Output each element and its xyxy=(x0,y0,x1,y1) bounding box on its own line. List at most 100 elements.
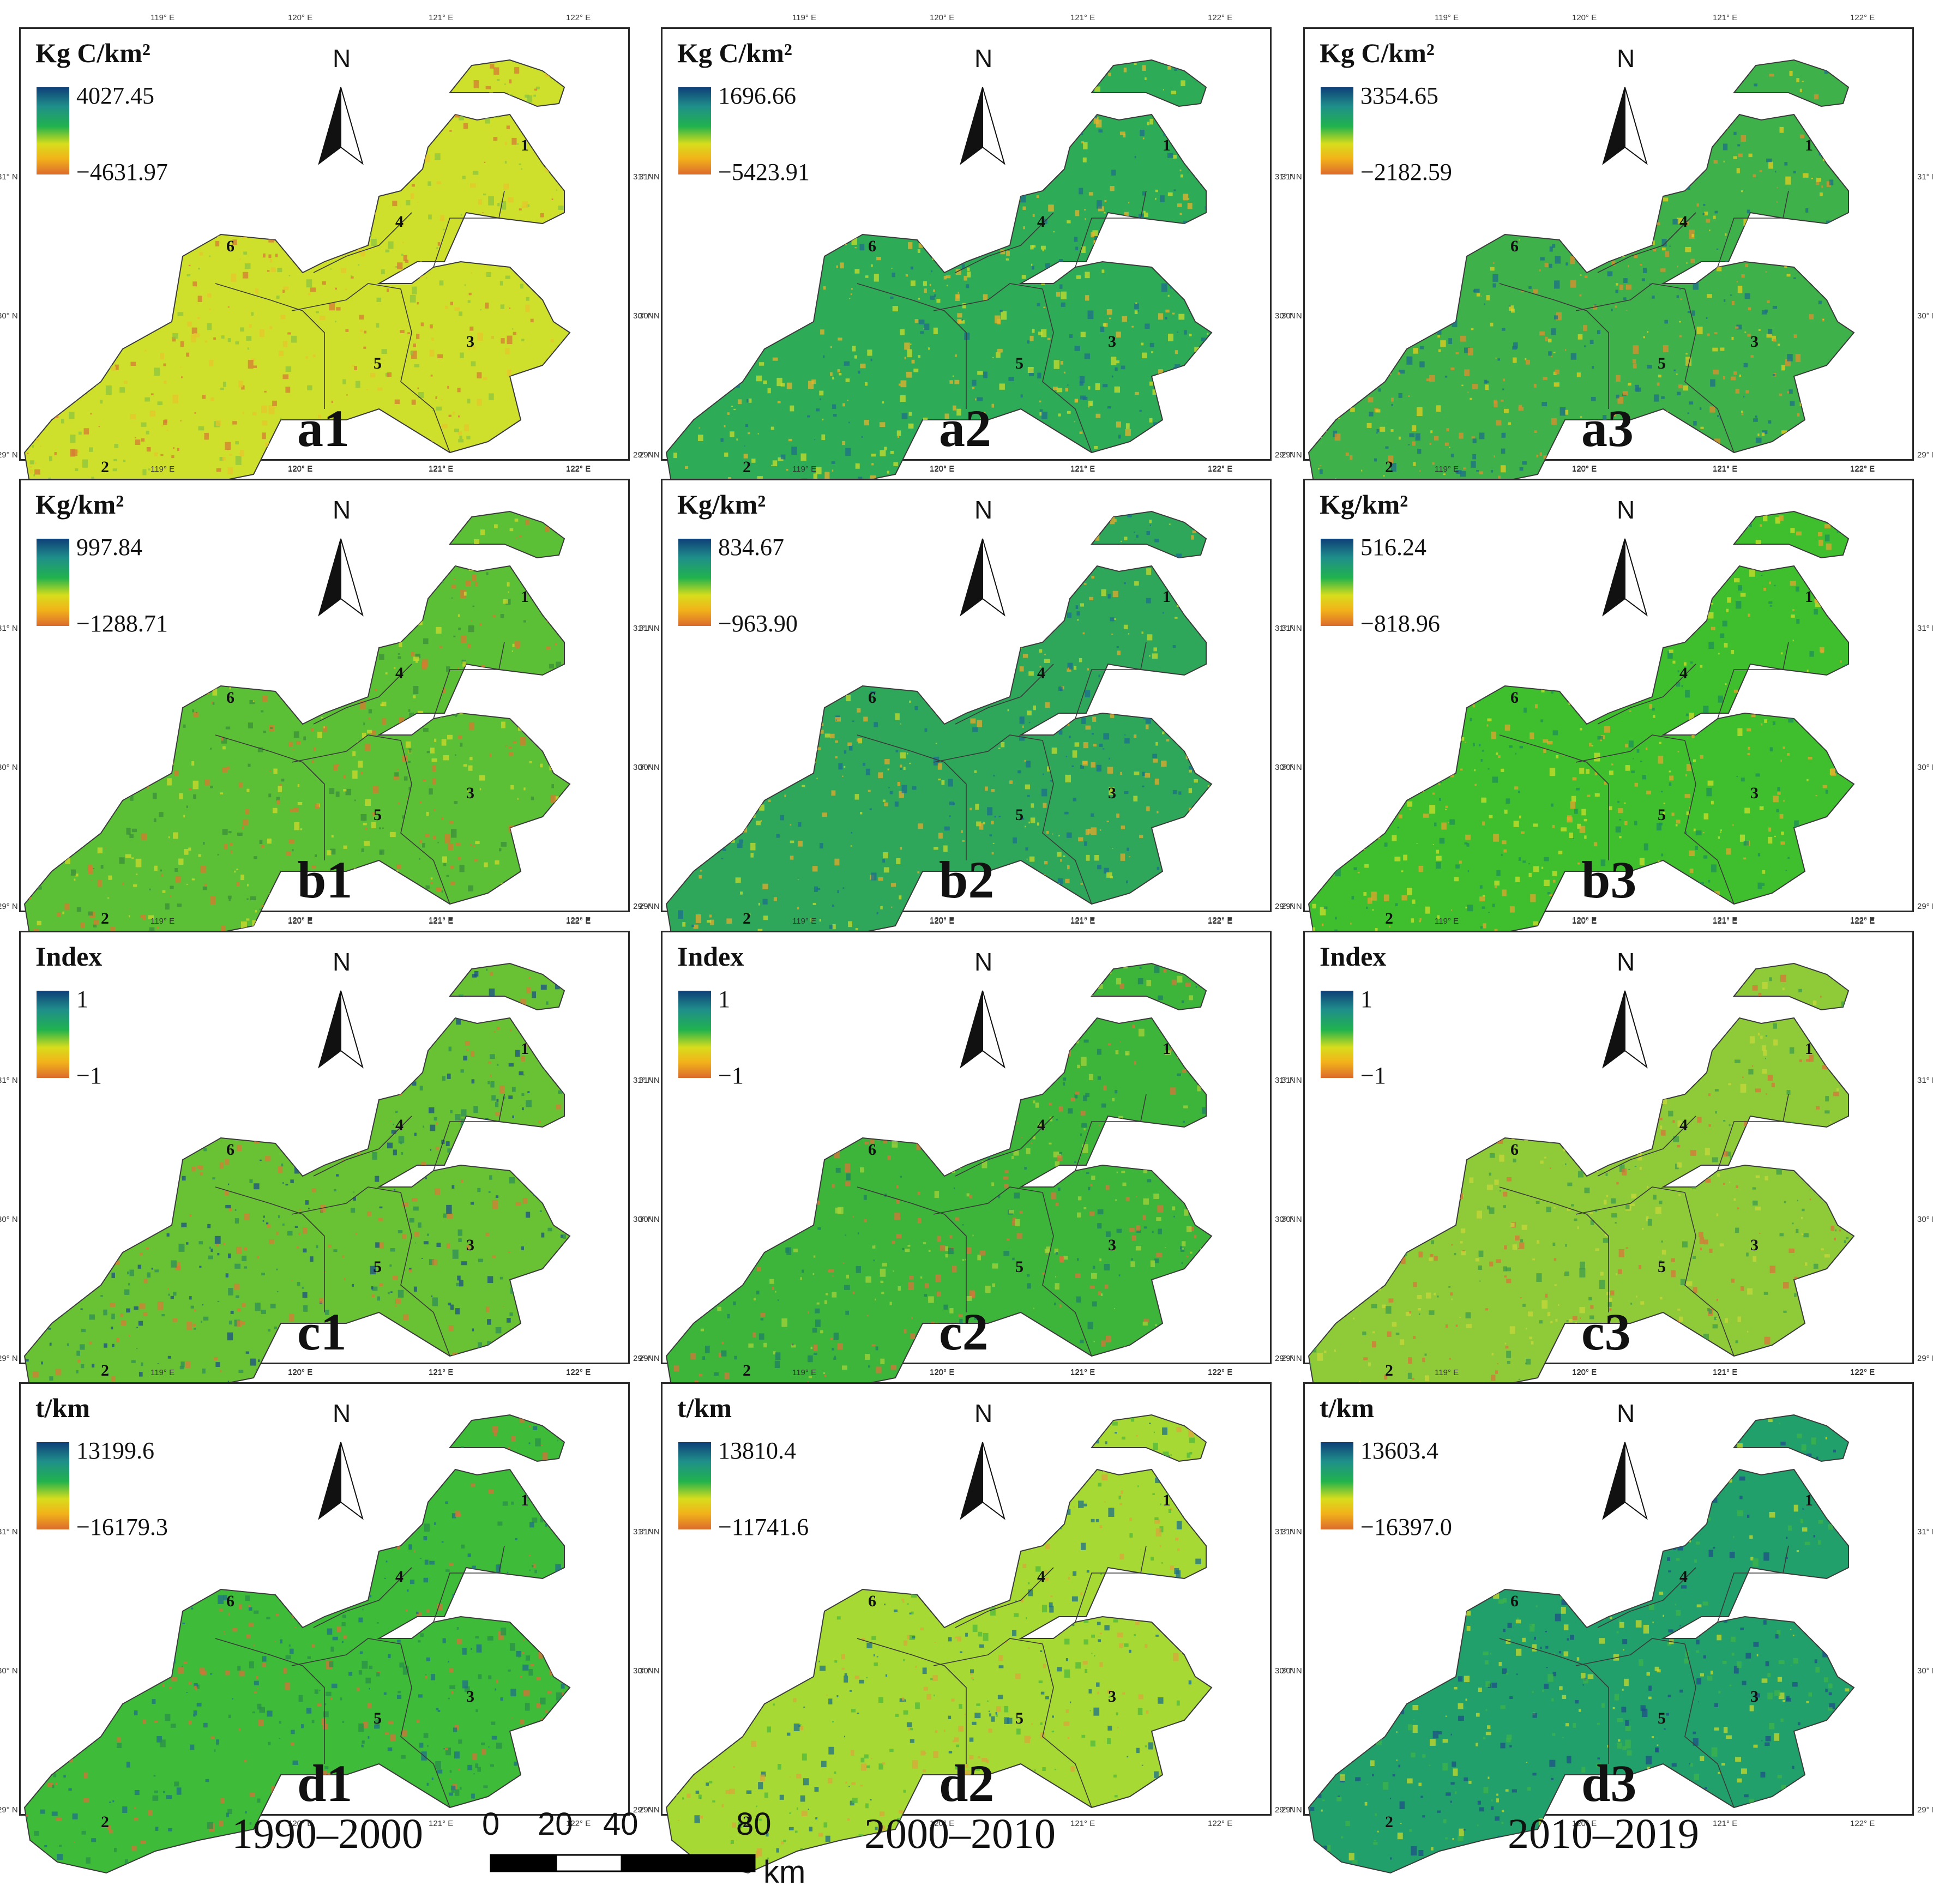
chongming-island-a3 xyxy=(1732,59,1850,107)
north-label: N xyxy=(974,948,993,976)
region-label-6: 6 xyxy=(1510,1592,1519,1610)
lon-tick-bottom-1: 120° E xyxy=(930,464,955,473)
north-arrow-icon xyxy=(1602,1442,1648,1520)
north-label: N xyxy=(974,496,993,524)
district-boundary-2 xyxy=(857,1186,967,1312)
region-label-4: 4 xyxy=(1679,1116,1688,1134)
lat-tick-left-2: 29° N xyxy=(639,1354,660,1363)
district-boundary-2 xyxy=(857,734,967,860)
lon-tick-top-0: 119° E xyxy=(792,917,817,926)
region-label-4: 4 xyxy=(395,1116,404,1134)
region-label-1: 1 xyxy=(1805,588,1813,606)
lat-tick-right-2: 29° N xyxy=(1275,1354,1296,1363)
region-label-5: 5 xyxy=(1658,354,1666,372)
district-boundary-0 xyxy=(291,734,401,763)
lat-tick-left-1: 30° N xyxy=(1281,1666,1302,1676)
district-boundary-2 xyxy=(1499,734,1609,860)
lon-tick-top-2: 121° E xyxy=(1713,465,1738,474)
legend-colorbar xyxy=(678,87,711,174)
lat-tick-left-0: 31° N xyxy=(639,1527,660,1537)
study-area-d3 xyxy=(1308,1468,1855,1874)
lon-tick-bottom-3: 122° E xyxy=(566,1367,591,1377)
legend-min-value: −16179.3 xyxy=(76,1514,168,1540)
chongming-island-d3 xyxy=(1732,1414,1850,1462)
lon-tick-top-3: 122° E xyxy=(1208,1368,1233,1377)
lat-tick-left-1: 30° N xyxy=(639,311,660,321)
lon-tick-top-1: 120° E xyxy=(930,465,955,474)
lon-tick-top-3: 122° E xyxy=(1208,917,1233,926)
legend-min-value: −1 xyxy=(1360,1062,1386,1089)
raster-map-b2 xyxy=(665,510,1213,971)
region-label-4: 4 xyxy=(1679,213,1688,231)
lon-tick-bottom-2: 121° E xyxy=(1070,1367,1095,1377)
lat-tick-right-1: 30° N xyxy=(633,1666,654,1676)
scale-bar-tick-80: 80 xyxy=(736,1806,772,1842)
panel-label: a1 xyxy=(297,399,350,457)
scale-bar-tick-0: 0 xyxy=(482,1806,500,1842)
district-boundary-4 xyxy=(955,1567,1054,1628)
chongming-island-a1 xyxy=(448,59,565,107)
map-panel-b2: 119° E 119° E 120° E 120° E 121° E 121° E 122°… xyxy=(639,465,1296,971)
north-arrow-icon xyxy=(960,1442,1005,1520)
district-boundary-1 xyxy=(433,1545,505,1623)
district-boundary-3 xyxy=(1684,288,1735,453)
panel-label: b1 xyxy=(297,851,353,909)
region-label-1: 1 xyxy=(1163,136,1171,154)
lat-tick-right-1: 30° N xyxy=(1917,1215,1933,1224)
lon-tick-bottom-3: 122° E xyxy=(1208,915,1233,925)
region-label-2: 2 xyxy=(1385,909,1393,927)
region-label-5: 5 xyxy=(1015,1709,1023,1727)
lat-tick-left-1: 30° N xyxy=(1281,1215,1302,1224)
region-label-1: 1 xyxy=(521,1491,529,1509)
legend-unit: Kg/km² xyxy=(1320,489,1408,520)
lat-tick-right-0: 31° N xyxy=(1917,1527,1933,1537)
district-boundary-0 xyxy=(933,734,1043,763)
north-arrow-icon xyxy=(1602,538,1648,617)
north-arrow-icon xyxy=(960,990,1005,1069)
legend-unit: Index xyxy=(677,941,744,972)
lat-tick-right-0: 31° N xyxy=(1275,624,1296,633)
panel-label: d3 xyxy=(1581,1754,1637,1812)
lon-tick-top-3: 122° E xyxy=(1850,917,1875,926)
raster-map-c1 xyxy=(23,962,571,1423)
region-label-4: 4 xyxy=(1679,664,1688,682)
lon-tick-top-3: 122° E xyxy=(566,13,591,22)
raster-map-a1 xyxy=(23,59,571,519)
region-label-4: 4 xyxy=(1037,664,1045,682)
lon-tick-bottom-2: 121° E xyxy=(429,915,454,925)
lon-tick-top-2: 121° E xyxy=(429,465,454,474)
district-boundary-3 xyxy=(1684,1643,1735,1808)
region-label-1: 1 xyxy=(521,1040,529,1058)
district-boundary-2 xyxy=(857,1638,967,1764)
legend-max-value: 13810.4 xyxy=(718,1437,796,1464)
map-panel-c3: 119° E 119° E 120° E 120° E 121° E 121° E 122°… xyxy=(1281,917,1933,1423)
region-label-5: 5 xyxy=(374,806,382,824)
panel-label: c3 xyxy=(1581,1303,1631,1361)
district-boundary-3 xyxy=(1042,1192,1092,1357)
region-label-2: 2 xyxy=(1385,458,1393,476)
lat-tick-right-0: 31° N xyxy=(633,1527,654,1537)
north-arrow-icon xyxy=(318,990,364,1069)
lon-tick-top-0: 119° E xyxy=(1435,1368,1459,1377)
lat-tick-left-1: 30° N xyxy=(639,1666,660,1676)
lat-tick-left-2: 29° N xyxy=(0,902,18,911)
region-label-6: 6 xyxy=(1510,1141,1519,1159)
lat-tick-right-0: 31° N xyxy=(1917,1076,1933,1085)
map-panel-b1: 119° E 119° E 120° E 120° E 121° E 121° E 122°… xyxy=(0,465,654,971)
district-boundary-0 xyxy=(291,1186,401,1215)
lat-tick-right-2: 29° N xyxy=(1275,1805,1296,1815)
region-label-5: 5 xyxy=(1658,1258,1666,1276)
region-label-2: 2 xyxy=(743,909,751,927)
region-label-6: 6 xyxy=(226,689,234,707)
lat-tick-right-0: 31° N xyxy=(633,624,654,633)
north-label: N xyxy=(1617,948,1635,976)
legend-min-value: −1288.71 xyxy=(76,610,168,637)
panel-label: b3 xyxy=(1581,851,1637,909)
north-label: N xyxy=(333,948,351,976)
region-label-3: 3 xyxy=(466,784,474,802)
period-label-2000-2010: 2000–2010 xyxy=(864,1810,1056,1857)
lat-tick-right-0: 31° N xyxy=(1917,172,1933,182)
chongming-island-a2 xyxy=(1090,59,1207,107)
lon-tick-bottom-3: 122° E xyxy=(1850,1819,1875,1828)
legend-colorbar xyxy=(1321,1442,1353,1529)
